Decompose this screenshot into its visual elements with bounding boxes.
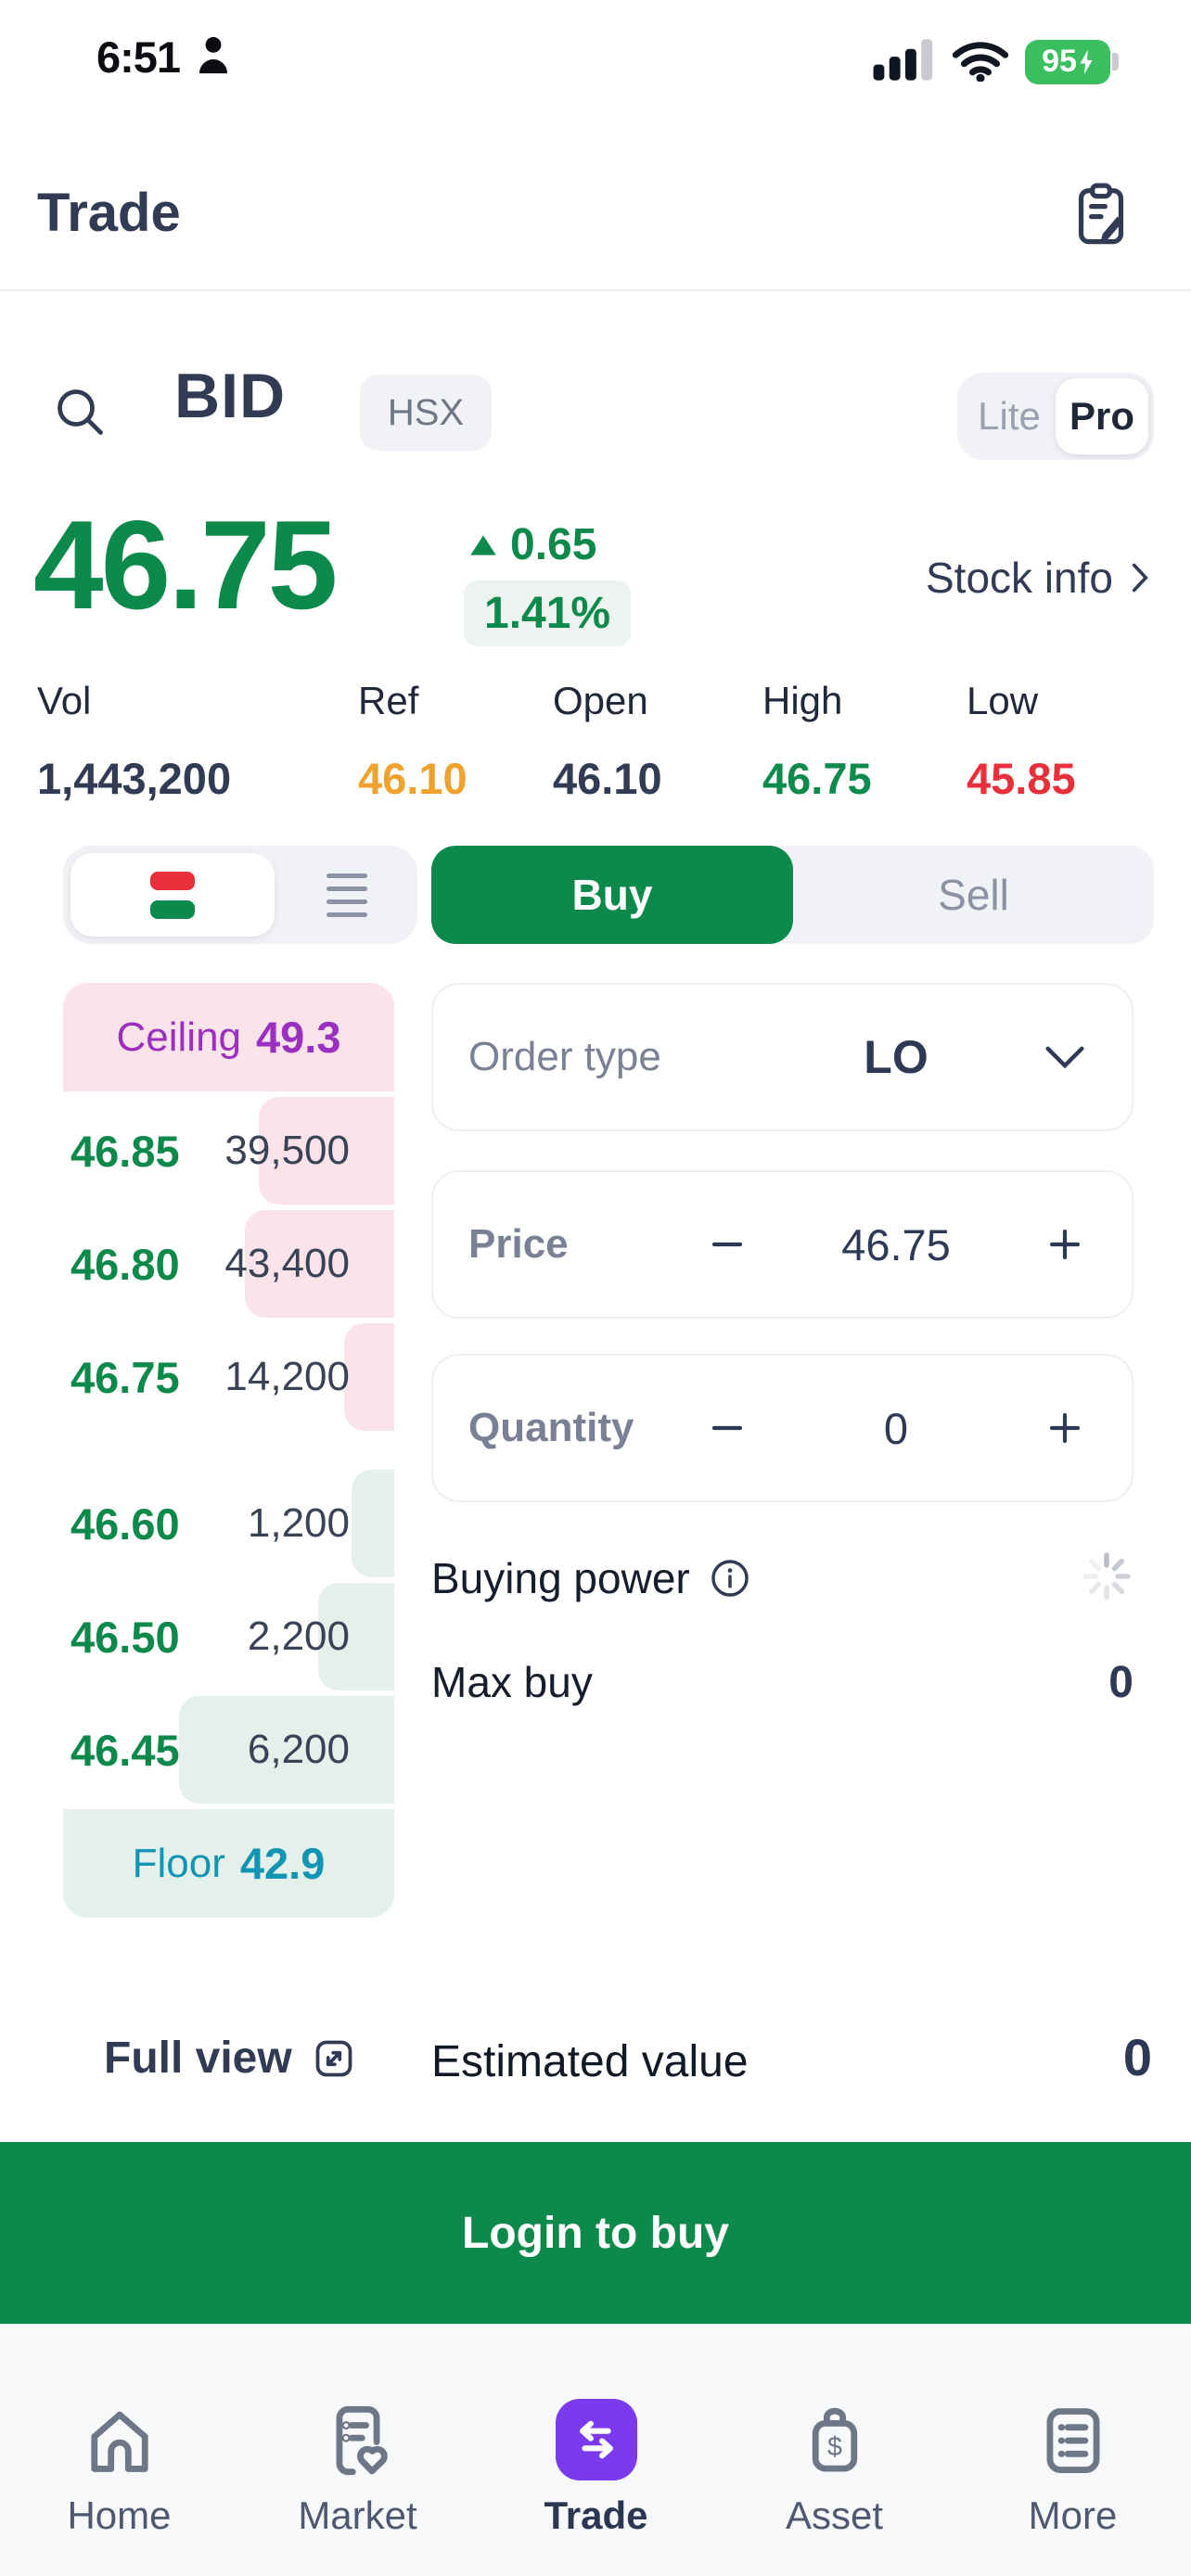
header-divider xyxy=(0,289,1191,291)
stock-symbol[interactable]: BID xyxy=(174,361,287,431)
order-type-value: LO xyxy=(864,1031,928,1083)
home-icon xyxy=(80,2378,160,2480)
search-icon[interactable] xyxy=(52,384,108,440)
login-to-buy-button[interactable]: Login to buy xyxy=(0,2142,1191,2324)
buying-power-label: Buying power xyxy=(431,1554,690,1602)
triangle-up-icon xyxy=(470,534,496,555)
tab-buy[interactable]: Buy xyxy=(431,846,793,944)
toggle-pro[interactable]: Pro xyxy=(1056,378,1148,454)
status-bar-right: 95 xyxy=(871,37,1119,86)
asset-icon: $ xyxy=(795,2378,875,2480)
estimated-value-label: Estimated value xyxy=(431,2037,749,2086)
max-buy-row: Max buy 0 xyxy=(431,1652,1133,1712)
orderbook-view-toggle xyxy=(63,846,417,944)
plus-icon[interactable] xyxy=(1035,1398,1095,1458)
battery-icon: 95 xyxy=(1025,39,1119,84)
max-buy-value: 0 xyxy=(1108,1657,1133,1707)
floor-row: Floor 42.9 xyxy=(63,1809,394,1918)
estimated-value: 0 xyxy=(1122,2028,1152,2086)
ask-row[interactable]: 46.85 39,500 xyxy=(63,1097,394,1205)
bid-volume-bar xyxy=(178,1696,394,1804)
stat-low: Low 45.85 xyxy=(967,679,1076,803)
bid-row[interactable]: 46.60 1,200 xyxy=(63,1470,394,1577)
nav-item-trade[interactable]: Trade xyxy=(477,2325,715,2538)
order-type-label: Order type xyxy=(468,1034,661,1079)
price-label: Price xyxy=(468,1221,569,1267)
chevron-down-icon xyxy=(1035,1027,1095,1087)
change-value: 0.65 xyxy=(510,520,597,569)
stock-info-link[interactable]: Stock info xyxy=(926,553,1150,603)
bottom-navigation: Home Market xyxy=(0,2324,1191,2576)
order-book: Ceiling 49.3 46.85 39,500 46.80 43,400 4… xyxy=(63,983,394,1918)
plus-icon[interactable] xyxy=(1035,1215,1095,1274)
stat-open: Open 46.10 xyxy=(553,679,662,803)
chevron-right-icon xyxy=(1132,563,1148,593)
ceiling-row: Ceiling 49.3 xyxy=(63,983,394,1091)
clock: 6:51 xyxy=(96,32,181,82)
expand-icon xyxy=(315,2040,352,2076)
price-field: Price 46.75 xyxy=(431,1170,1133,1319)
last-price: 46.75 xyxy=(33,494,338,635)
charging-bolt-icon xyxy=(1080,49,1093,74)
stat-ref: Ref 46.10 xyxy=(358,679,467,803)
loading-spinner-icon xyxy=(1080,1549,1133,1608)
minus-icon[interactable] xyxy=(698,1398,757,1458)
cellular-signal-icon xyxy=(871,37,936,86)
nav-item-home[interactable]: Home xyxy=(0,2325,238,2538)
view-depth-icon[interactable] xyxy=(70,853,275,937)
max-buy-label: Max buy xyxy=(431,1658,593,1706)
quantity-label: Quantity xyxy=(468,1405,634,1450)
svg-text:$: $ xyxy=(827,2432,842,2462)
stat-vol: Vol 1,443,200 xyxy=(37,679,232,803)
status-bar-left: 6:51 xyxy=(96,32,234,83)
minus-icon[interactable] xyxy=(698,1215,757,1274)
market-icon xyxy=(318,2378,398,2480)
bid-row[interactable]: 46.50 2,200 xyxy=(63,1583,394,1690)
exchange-badge: HSX xyxy=(360,375,492,451)
change-percent-badge: 1.41% xyxy=(464,580,632,646)
buy-sell-tabs: Buy Sell xyxy=(431,846,1154,944)
focus-person-icon xyxy=(193,32,234,82)
price-input[interactable]: 46.75 xyxy=(841,1219,951,1269)
page-title: Trade xyxy=(37,183,181,243)
price-change: 0.65 xyxy=(469,519,596,570)
trade-transfer-icon xyxy=(555,2399,637,2480)
more-icon xyxy=(1033,2378,1113,2480)
buying-power-row: Buying power xyxy=(431,1545,1133,1612)
stock-info-label: Stock info xyxy=(926,554,1113,602)
bid-volume-bar xyxy=(317,1583,394,1690)
nav-item-more[interactable]: More xyxy=(954,2325,1191,2538)
ask-row[interactable]: 46.75 14,200 xyxy=(63,1323,394,1431)
toggle-lite[interactable]: Lite xyxy=(978,394,1041,438)
quantity-input[interactable]: 0 xyxy=(883,1403,909,1453)
battery-percent: 95 xyxy=(1042,44,1077,79)
stat-high: High 46.75 xyxy=(762,679,872,803)
wifi-icon xyxy=(951,37,1010,86)
ask-volume-bar xyxy=(245,1210,394,1318)
nav-item-market[interactable]: Market xyxy=(238,2325,477,2538)
ask-volume-bar xyxy=(258,1097,394,1205)
order-type-field[interactable]: Order type LO xyxy=(431,983,1133,1131)
bid-volume-bar xyxy=(351,1470,394,1577)
quantity-field: Quantity 0 xyxy=(431,1354,1133,1502)
order-history-icon[interactable] xyxy=(1070,182,1132,249)
tab-sell[interactable]: Sell xyxy=(938,871,1009,919)
view-list-icon[interactable] xyxy=(301,846,393,944)
ask-volume-bar xyxy=(344,1323,394,1431)
info-icon[interactable] xyxy=(709,1557,751,1600)
lite-pro-toggle: Lite Pro xyxy=(957,373,1154,460)
full-view-label: Full view xyxy=(104,2034,292,2083)
ask-row[interactable]: 46.80 43,400 xyxy=(63,1210,394,1318)
full-view-link[interactable]: Full view xyxy=(104,2033,357,2084)
bid-row[interactable]: 46.45 6,200 xyxy=(63,1696,394,1804)
nav-item-asset[interactable]: $ Asset xyxy=(715,2325,954,2538)
